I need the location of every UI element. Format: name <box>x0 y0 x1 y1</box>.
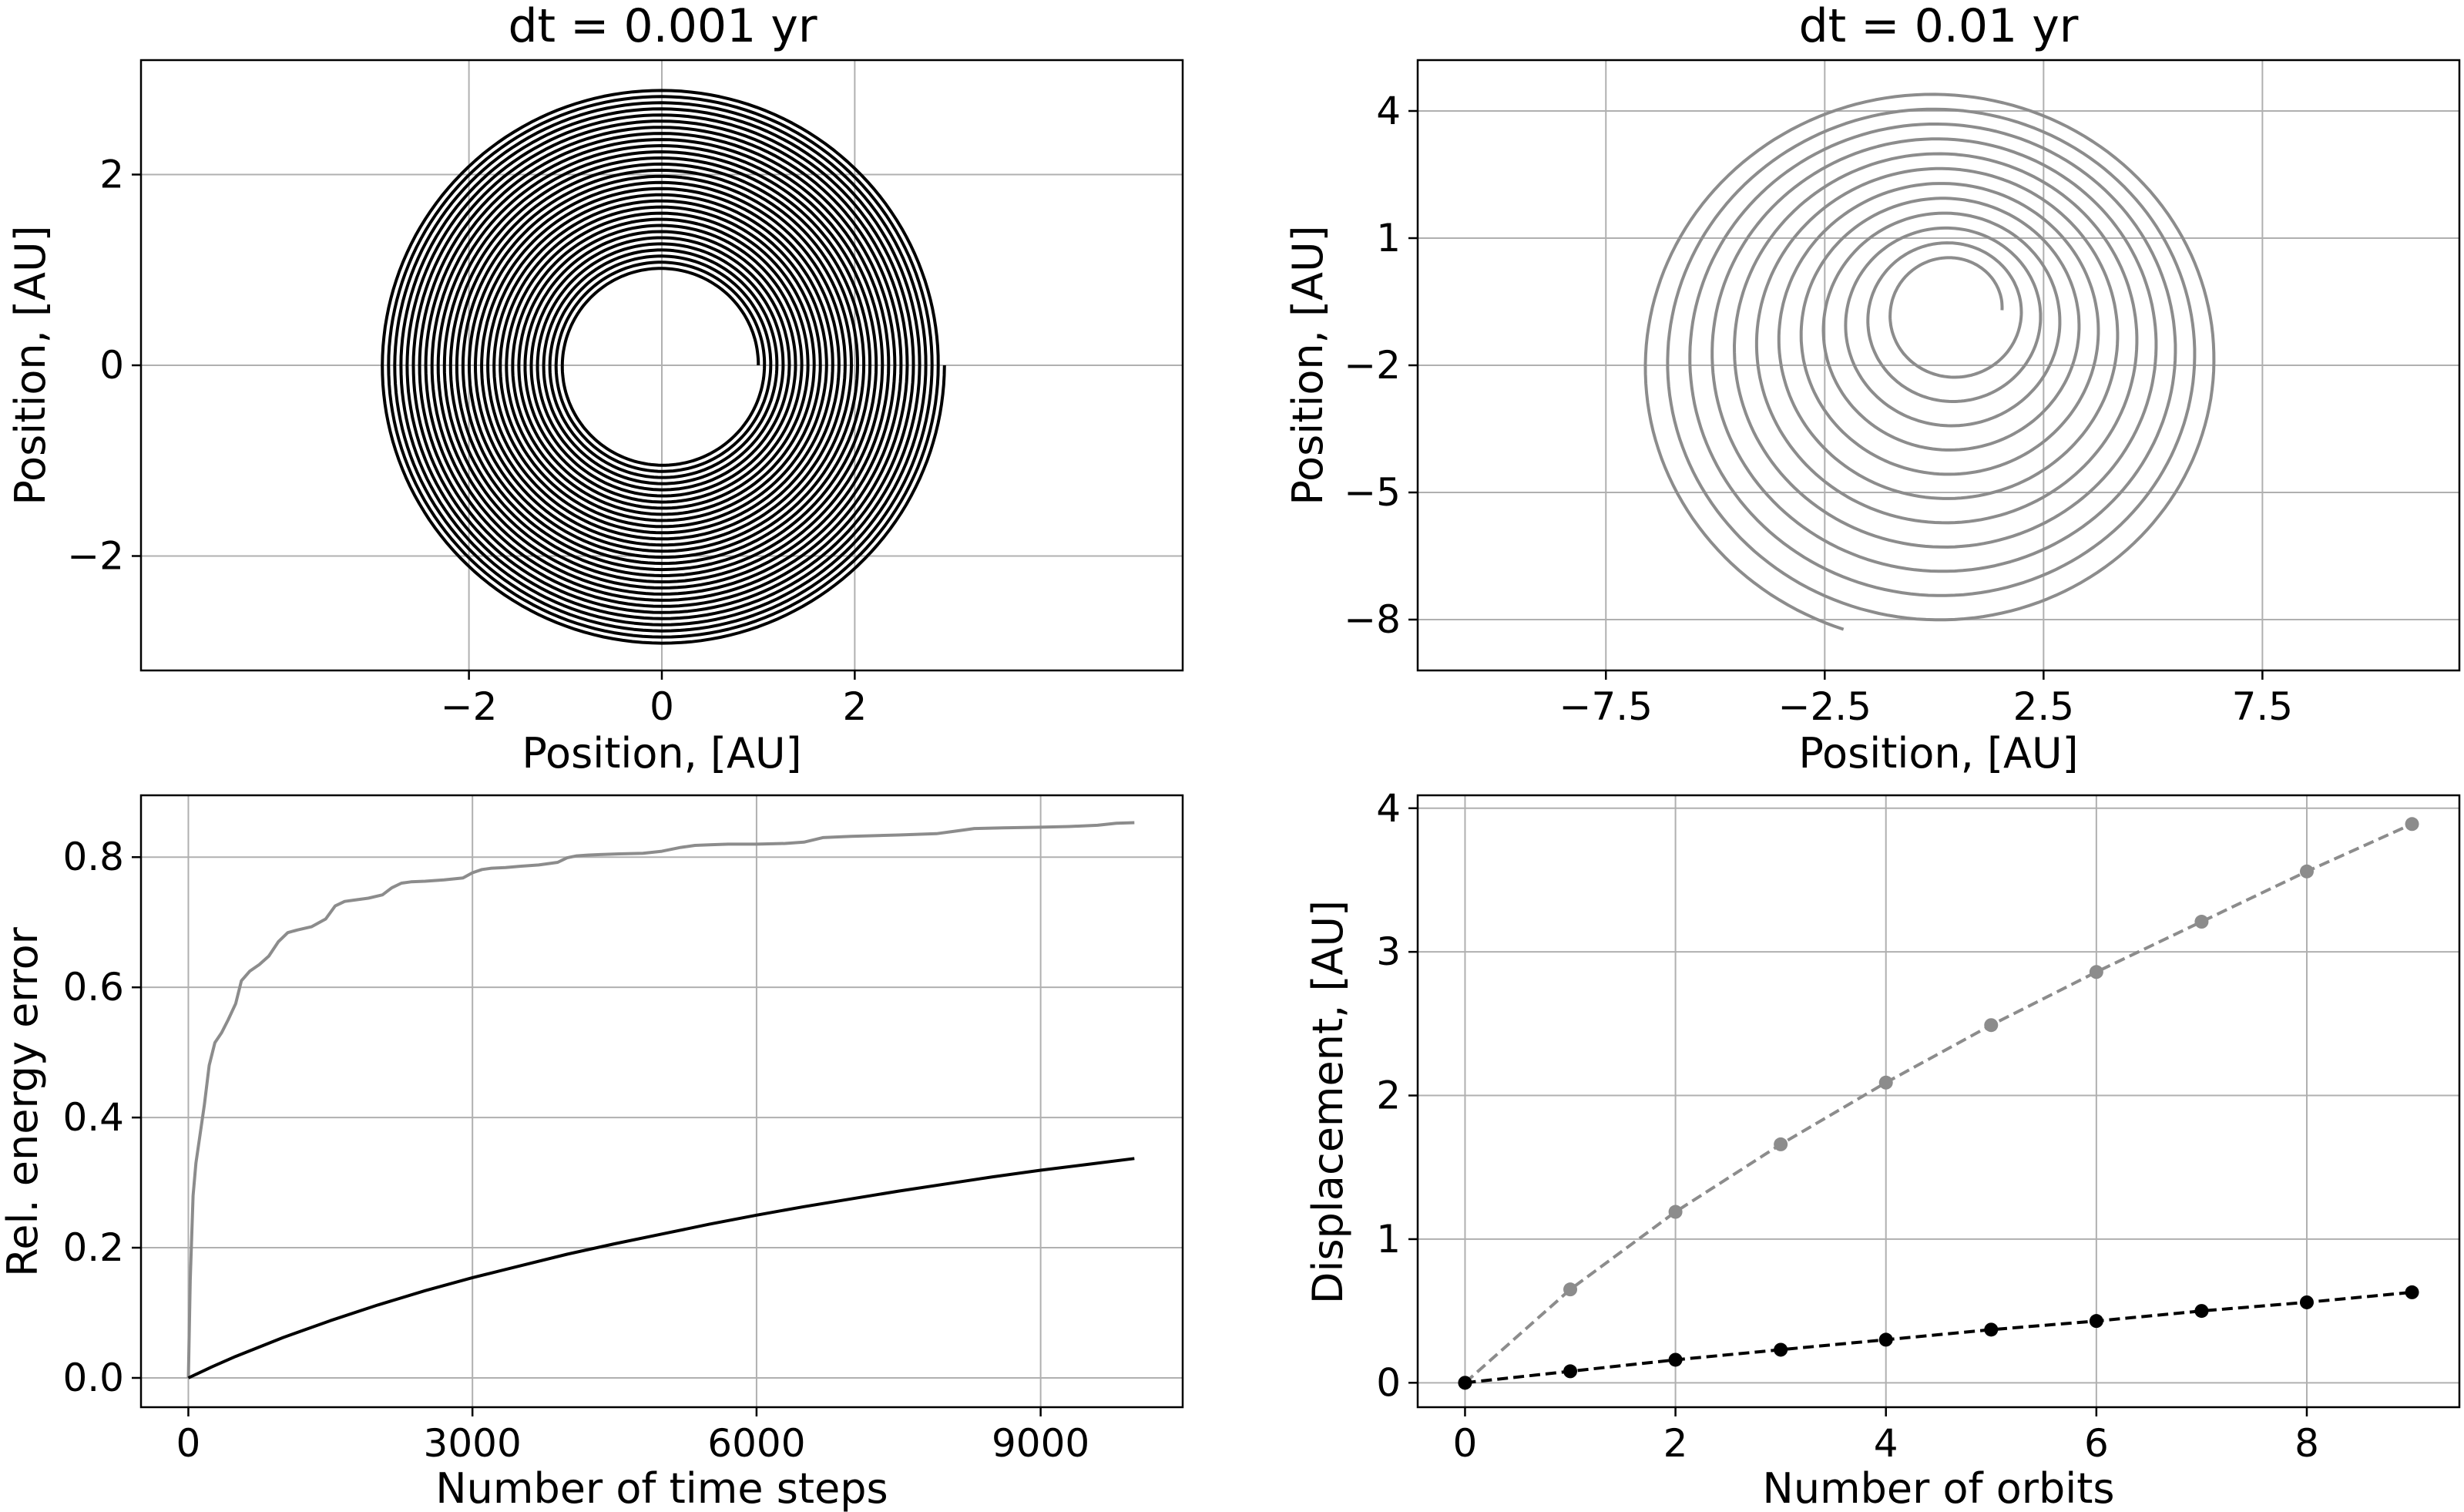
data-point <box>1668 1205 1683 1219</box>
data-point <box>2299 864 2314 879</box>
data-point <box>1668 1352 1683 1367</box>
x-tick-label: 9000 <box>992 1421 1089 1466</box>
x-tick-label: 8 <box>2294 1421 2319 1466</box>
y-tick-label: 0 <box>1376 1360 1401 1405</box>
y-axis-label: Displacement, [AU] <box>1304 900 1352 1304</box>
x-tick-label: 0 <box>650 684 674 729</box>
y-ticks: −2 0 2 <box>67 153 141 579</box>
data-point <box>1774 1342 1788 1357</box>
data-point <box>2299 1295 2314 1309</box>
y-tick-label: 0.6 <box>62 965 124 1010</box>
chart-title: dt = 0.001 yr <box>508 0 817 53</box>
y-tick-label: 1 <box>1376 1217 1401 1262</box>
x-axis-label: Number of orbits <box>1762 1464 2114 1512</box>
x-tick-label: 6 <box>2084 1421 2109 1466</box>
plot-frame <box>1416 794 2461 1409</box>
x-ticks: 0 3000 6000 9000 <box>176 1407 1089 1466</box>
y-tick-label: 4 <box>1376 89 1401 133</box>
x-tick-label: −2 <box>441 684 498 729</box>
y-tick-label: 0.8 <box>62 835 124 879</box>
x-axis-label: Position, [AU] <box>1798 729 2078 778</box>
x-tick-label: 2 <box>1663 1421 1688 1466</box>
data-point <box>2405 1285 2419 1299</box>
data-point <box>1878 1075 1893 1090</box>
y-ticks: 4 1 −2 −5 −8 <box>1344 89 1418 642</box>
x-tick-label: 2 <box>842 684 867 729</box>
series-line <box>187 1157 1135 1379</box>
x-tick-label: 6000 <box>707 1421 805 1466</box>
chart-title: dt = 0.01 yr <box>1799 0 2079 53</box>
panel-displacement: 0 2 4 6 8 0 1 2 3 4 Number of orbits Displacemen… <box>1304 786 2461 1512</box>
plot-lines <box>1643 92 2216 631</box>
y-tick-label: 2 <box>99 153 124 197</box>
grid <box>141 60 1183 670</box>
y-ticks: 0 1 2 3 4 <box>1376 786 1418 1405</box>
y-tick-label: 4 <box>1376 786 1401 831</box>
data-point <box>1878 1332 1893 1347</box>
data-point <box>1984 1018 1999 1033</box>
data-point <box>2405 817 2419 832</box>
data-point <box>1563 1364 1578 1379</box>
y-tick-label: −5 <box>1344 470 1401 515</box>
data-point <box>1984 1322 1999 1337</box>
y-tick-label: 0.0 <box>62 1356 124 1400</box>
series-line <box>1465 1290 2412 1385</box>
data-point <box>2089 965 2103 979</box>
grid <box>141 795 1183 1407</box>
y-tick-label: 0.2 <box>62 1225 124 1270</box>
grid <box>1418 795 2459 1407</box>
y-tick-label: −8 <box>1344 597 1401 642</box>
y-tick-label: 0.4 <box>62 1095 124 1140</box>
x-ticks: −7.5 −2.5 2.5 7.5 <box>1559 670 2294 729</box>
x-tick-label: −2.5 <box>1778 684 1871 729</box>
y-axis-label: Position, [AU] <box>6 225 55 505</box>
x-ticks: 0 2 4 6 8 <box>1453 1407 2319 1466</box>
x-tick-label: 0 <box>1453 1421 1478 1466</box>
plot-lines <box>186 821 1135 1379</box>
y-tick-label: 0 <box>99 343 124 388</box>
panel-orbit-dt-0001: dt = 0.001 yr −2 0 2 −2 0 2 Position, [AU] P… <box>6 0 1184 778</box>
x-tick-label: 2.5 <box>2013 684 2075 729</box>
y-axis-label: Rel. energy error <box>0 926 47 1276</box>
data-point <box>2089 1314 2103 1329</box>
data-point <box>2194 1304 2209 1319</box>
series-line <box>186 821 1135 1379</box>
y-ticks: 0.0 0.2 0.4 0.6 0.8 <box>62 835 141 1400</box>
series-line <box>1643 92 2216 631</box>
data-point <box>1458 1376 1472 1390</box>
x-tick-label: 7.5 <box>2232 684 2294 729</box>
plot-frame <box>139 794 1184 1409</box>
x-tick-label: −7.5 <box>1559 684 1653 729</box>
series-line <box>1464 822 2413 1384</box>
x-axis-label: Number of time steps <box>435 1464 888 1512</box>
plot-lines <box>1458 817 2419 1390</box>
y-tick-label: −2 <box>1344 343 1401 388</box>
y-tick-label: 1 <box>1376 216 1401 260</box>
plot-lines <box>381 89 946 645</box>
data-point <box>1774 1137 1788 1151</box>
x-tick-label: 3000 <box>424 1421 522 1466</box>
grid <box>1418 60 2459 670</box>
y-axis-label: Position, [AU] <box>1284 225 1332 505</box>
x-tick-label: 4 <box>1874 1421 1898 1466</box>
x-axis-label: Position, [AU] <box>522 729 801 778</box>
panel-energy-error: 0 3000 6000 9000 0.0 0.2 0.4 0.6 0.8 Number of … <box>0 794 1184 1512</box>
y-tick-label: −2 <box>67 534 124 579</box>
x-ticks: −2 0 2 <box>441 670 867 729</box>
data-point <box>2194 915 2209 929</box>
x-tick-label: 0 <box>176 1421 201 1466</box>
panel-orbit-dt-001: dt = 0.01 yr −7.5 −2.5 2.5 7.5 4 1 −2 −5 −8 Pos… <box>1284 0 2461 778</box>
y-tick-label: 2 <box>1376 1074 1401 1118</box>
series-line <box>381 89 946 645</box>
data-point <box>1563 1282 1578 1297</box>
y-tick-label: 3 <box>1376 929 1401 974</box>
